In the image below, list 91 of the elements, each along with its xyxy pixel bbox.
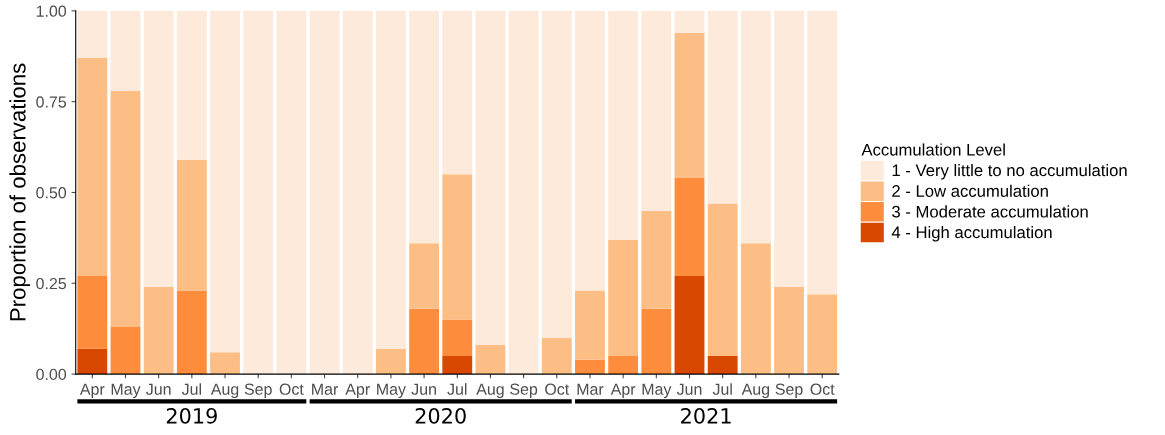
bar	[807, 10, 838, 295]
bar	[176, 290, 207, 375]
bar	[210, 352, 240, 375]
bar	[77, 276, 108, 349]
legend-label: 4 - High accumulation	[891, 226, 1052, 242]
bar	[342, 10, 373, 375]
text: 2020	[415, 407, 466, 424]
bar	[740, 10, 771, 244]
bar	[608, 239, 639, 356]
bar	[674, 32, 705, 178]
bar	[143, 286, 174, 375]
y-tick-label: 0.75	[36, 96, 67, 108]
bar	[641, 308, 672, 375]
text: 2021	[681, 407, 731, 424]
x-tick-label: Sep	[510, 383, 538, 399]
x-tick-label: Oct	[810, 383, 835, 395]
legend-title: Accumulation Level	[861, 143, 1005, 156]
x-tick-label: Sep	[775, 383, 803, 399]
bar	[674, 177, 705, 277]
bar	[575, 359, 605, 375]
x-tick-label: Oct	[545, 383, 570, 395]
bar	[110, 90, 141, 327]
bar	[442, 355, 473, 375]
bar	[541, 10, 572, 338]
bar	[707, 355, 738, 375]
y-tick-label: 0.50	[36, 187, 67, 199]
bar	[807, 294, 838, 375]
legend-label: 3 - Moderate accumulation	[892, 205, 1088, 218]
bar	[110, 326, 141, 375]
bar	[541, 337, 572, 375]
x-tick-label: Aug	[210, 383, 239, 399]
bar	[442, 10, 473, 175]
x-tick-label: May	[377, 383, 406, 399]
bar	[442, 319, 473, 356]
legend-label: 2 - Low accumulation	[892, 184, 1048, 197]
bar	[575, 10, 605, 291]
bar	[409, 243, 440, 309]
bar	[707, 10, 738, 204]
y-tick-label: 0.00	[36, 368, 67, 381]
bar	[276, 10, 307, 375]
y-tick-label: 1.00	[36, 5, 67, 17]
bar	[774, 286, 804, 375]
bar	[77, 348, 108, 375]
x-tick-label: Apr	[345, 383, 370, 399]
bar	[475, 10, 506, 346]
bar	[375, 348, 406, 375]
bar	[143, 10, 174, 287]
bar	[309, 10, 340, 375]
bar	[243, 10, 274, 375]
bar	[575, 290, 605, 360]
bar	[442, 174, 473, 320]
x-tick-label: Aug	[741, 383, 770, 399]
bar	[475, 345, 506, 375]
bar	[508, 10, 539, 375]
x-tick-label: Jul	[181, 383, 201, 395]
x-tick-label: Jun	[411, 383, 436, 395]
bar	[707, 203, 738, 356]
bar	[176, 159, 207, 291]
x-tick-label: Sep	[244, 383, 272, 399]
bar	[176, 10, 207, 160]
bar	[77, 10, 108, 59]
y-axis-title: Proportion of observations	[9, 63, 31, 321]
bar	[641, 10, 672, 211]
bar	[674, 10, 705, 33]
bar	[409, 10, 440, 244]
text: 2019	[166, 407, 217, 424]
x-tick-label: Jun	[676, 383, 702, 395]
bar	[740, 243, 771, 375]
bar	[674, 276, 705, 375]
x-tick-label: Mar	[577, 383, 604, 395]
x-tick-label: Oct	[279, 383, 304, 395]
x-tick-label: Apr	[610, 383, 636, 399]
bar	[608, 355, 639, 375]
bar	[210, 10, 240, 353]
legend-label: 1 - Very little to no accumulation	[892, 164, 1127, 180]
x-tick-label: Jun	[146, 383, 171, 395]
x-tick-label: Jul	[712, 383, 732, 395]
bar	[375, 10, 406, 349]
x-tick-label: Apr	[79, 383, 105, 399]
bar	[774, 10, 804, 287]
bar	[641, 210, 672, 309]
x-tick-label: Mar	[312, 383, 339, 395]
bar	[77, 58, 108, 277]
x-tick-label: May	[642, 383, 672, 399]
x-tick-label: May	[111, 383, 141, 399]
x-tick-label: Jul	[447, 383, 467, 395]
bar	[409, 308, 440, 375]
y-tick-label: 0.25	[36, 277, 67, 290]
bar	[608, 10, 639, 240]
x-tick-label: Aug	[476, 383, 504, 399]
bar	[110, 10, 141, 91]
